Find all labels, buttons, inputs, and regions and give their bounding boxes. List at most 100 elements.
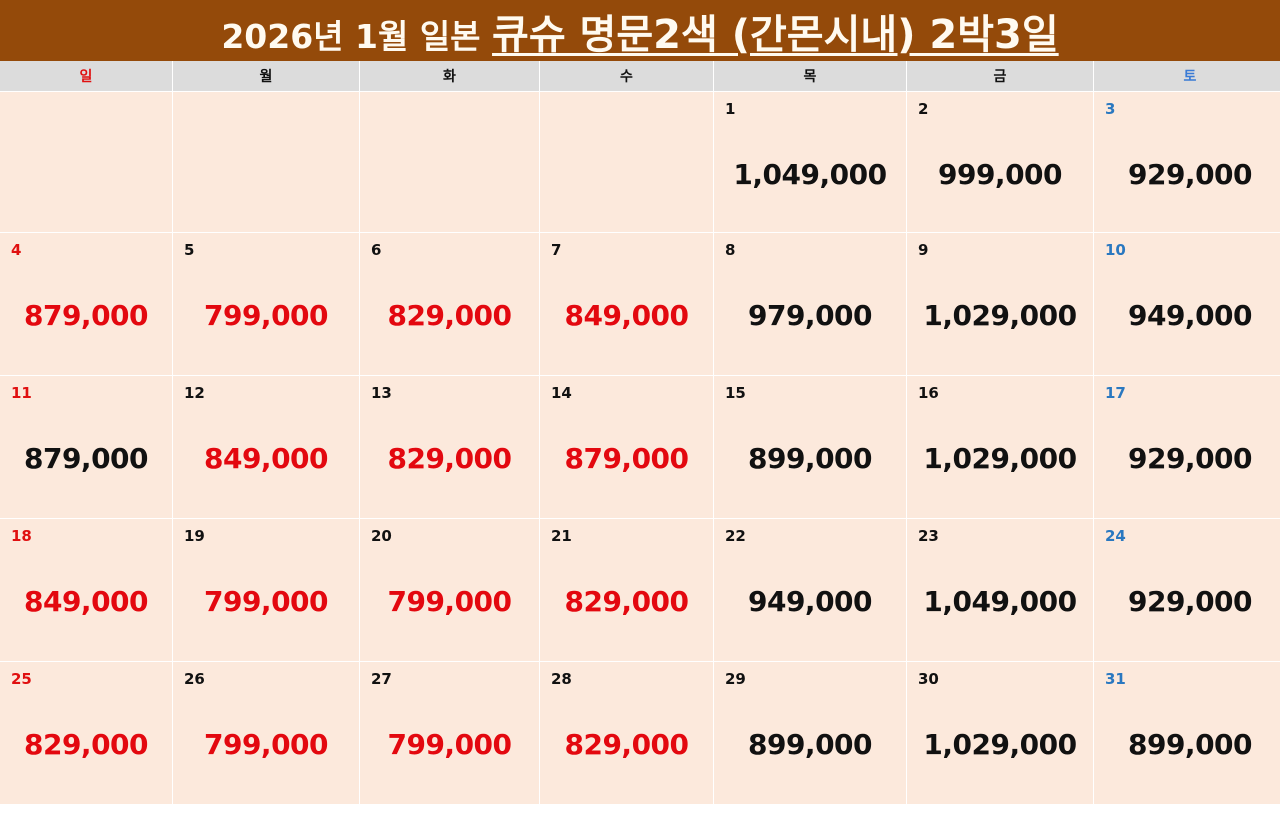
day-number: 20 — [371, 527, 392, 545]
day-cell: 28 829,000 — [540, 662, 713, 804]
day-number: 9 — [918, 241, 929, 259]
price-value: 829,000 — [387, 442, 512, 475]
day-number: 13 — [371, 384, 392, 402]
day-cell: 18 849,000 — [0, 519, 172, 661]
day-number: 16 — [918, 384, 939, 402]
price-value: 799,000 — [387, 585, 512, 618]
day-number: 15 — [725, 384, 746, 402]
price-value: 1,049,000 — [733, 158, 887, 191]
day-number: 23 — [918, 527, 939, 545]
day-number: 7 — [551, 241, 562, 259]
day-number: 24 — [1105, 527, 1126, 545]
price-value: 849,000 — [23, 585, 149, 618]
price-value: 899,000 — [747, 728, 873, 761]
day-number: 25 — [11, 670, 32, 688]
day-cell: 27 799,000 — [360, 662, 539, 804]
day-cell: 10 949,000 — [1094, 233, 1280, 375]
price-value: 849,000 — [564, 299, 689, 332]
day-cell: 20 799,000 — [360, 519, 539, 661]
day-cell — [540, 92, 713, 232]
day-cell: 6 829,000 — [360, 233, 539, 375]
price-value: 829,000 — [23, 728, 149, 761]
day-cell — [0, 92, 172, 232]
day-cell — [360, 92, 539, 232]
day-cell — [173, 92, 359, 232]
price-value: 999,000 — [937, 158, 1063, 191]
day-number: 11 — [11, 384, 32, 402]
day-number: 31 — [1105, 670, 1126, 688]
title-prefix: 2026년 1월 일본 — [221, 16, 493, 56]
day-cell: 17 929,000 — [1094, 376, 1280, 518]
weekday-header-sat: 토 — [1094, 61, 1280, 91]
price-value: 799,000 — [203, 728, 329, 761]
day-number: 1 — [725, 100, 736, 118]
day-cell: 25 829,000 — [0, 662, 172, 804]
weekday-header-sun: 일 — [0, 61, 172, 91]
day-number: 30 — [918, 670, 939, 688]
day-number: 18 — [11, 527, 32, 545]
day-cell: 15 899,000 — [714, 376, 906, 518]
price-value: 1,029,000 — [923, 299, 1077, 332]
day-cell: 1 1,049,000 — [714, 92, 906, 232]
day-number: 19 — [184, 527, 205, 545]
price-value: 829,000 — [387, 299, 512, 332]
day-cell: 29 899,000 — [714, 662, 906, 804]
day-cell: 2 999,000 — [907, 92, 1093, 232]
day-number: 5 — [184, 241, 195, 259]
price-value: 949,000 — [747, 585, 873, 618]
price-value: 829,000 — [564, 728, 689, 761]
day-number: 12 — [184, 384, 205, 402]
day-cell: 26 799,000 — [173, 662, 359, 804]
day-cell: 11 879,000 — [0, 376, 172, 518]
day-number: 21 — [551, 527, 572, 545]
day-cell: 16 1,029,000 — [907, 376, 1093, 518]
day-cell: 22 949,000 — [714, 519, 906, 661]
day-number: 10 — [1105, 241, 1126, 259]
price-value: 849,000 — [203, 442, 329, 475]
day-number: 14 — [551, 384, 572, 402]
title-banner: 2026년 1월 일본 큐슈 명문2색 (간몬시내) 2박3일 — [0, 0, 1280, 61]
day-cell: 23 1,049,000 — [907, 519, 1093, 661]
day-cell: 19 799,000 — [173, 519, 359, 661]
price-value: 979,000 — [747, 299, 873, 332]
day-number: 4 — [11, 241, 22, 259]
day-cell: 31 899,000 — [1094, 662, 1280, 804]
price-value: 899,000 — [747, 442, 873, 475]
day-cell: 3 929,000 — [1094, 92, 1280, 232]
weekday-header-mon: 월 — [173, 61, 359, 91]
day-number: 8 — [725, 241, 736, 259]
day-cell: 14 879,000 — [540, 376, 713, 518]
day-number: 17 — [1105, 384, 1126, 402]
price-value: 829,000 — [564, 585, 689, 618]
price-value: 929,000 — [1127, 585, 1253, 618]
day-cell: 30 1,029,000 — [907, 662, 1093, 804]
day-number: 3 — [1105, 100, 1116, 118]
day-cell: 13 829,000 — [360, 376, 539, 518]
day-cell: 24 929,000 — [1094, 519, 1280, 661]
price-value: 899,000 — [1127, 728, 1253, 761]
price-value: 929,000 — [1127, 442, 1253, 475]
day-cell: 5 799,000 — [173, 233, 359, 375]
price-value: 949,000 — [1127, 299, 1253, 332]
price-value: 929,000 — [1127, 158, 1253, 191]
price-calendar: 일 월 화 수 목 금 토 1 1,049,000 2 999,000 3 929,000… — [0, 61, 1280, 804]
weekday-header-wed: 수 — [540, 61, 713, 91]
day-number: 29 — [725, 670, 746, 688]
weekday-header-thu: 목 — [714, 61, 906, 91]
weekday-header-tue: 화 — [360, 61, 539, 91]
price-value: 879,000 — [564, 442, 689, 475]
day-number: 22 — [725, 527, 746, 545]
price-value: 799,000 — [387, 728, 512, 761]
price-value: 799,000 — [203, 299, 329, 332]
day-cell: 7 849,000 — [540, 233, 713, 375]
day-cell: 21 829,000 — [540, 519, 713, 661]
price-value: 1,029,000 — [923, 728, 1077, 761]
price-value: 879,000 — [23, 299, 149, 332]
weekday-header-fri: 금 — [907, 61, 1093, 91]
day-cell: 8 979,000 — [714, 233, 906, 375]
day-cell: 12 849,000 — [173, 376, 359, 518]
day-cell: 4 879,000 — [0, 233, 172, 375]
day-number: 27 — [371, 670, 392, 688]
day-number: 6 — [371, 241, 382, 259]
day-number: 26 — [184, 670, 205, 688]
